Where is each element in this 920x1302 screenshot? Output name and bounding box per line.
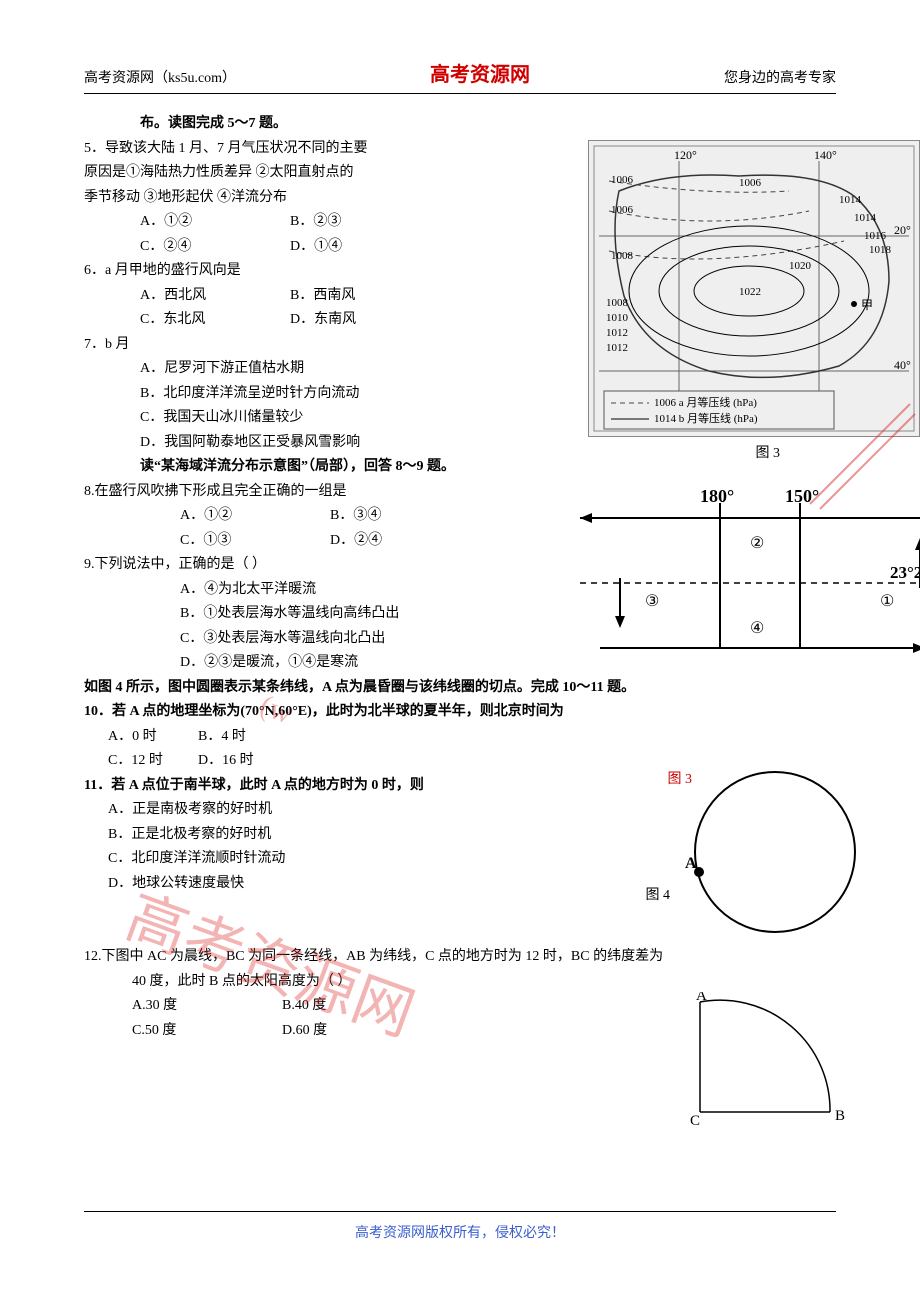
svg-text:1014: 1014: [854, 212, 877, 224]
svg-text:1012: 1012: [606, 342, 628, 354]
svg-text:140°: 140°: [814, 148, 837, 162]
q10-optD: D．16 时: [198, 753, 254, 768]
header-left: 高考资源网（ks5u.com）: [84, 67, 236, 87]
svg-text:A: A: [696, 992, 707, 1004]
q12-optB: B.40 度: [282, 998, 326, 1013]
svg-text:1006 a 月等压线 (hPa): 1006 a 月等压线 (hPa): [654, 395, 757, 409]
svg-text:③: ③: [645, 593, 659, 610]
svg-text:甲: 甲: [861, 298, 873, 312]
q8-optB: B．③④: [330, 508, 381, 523]
footer-text: 高考资源网版权所有，侵权必究！: [355, 1226, 565, 1241]
intro-10-11: 如图 4 所示，图中圆圈表示某条纬线，A 点为晨昏圈与该纬线圈的切点。完成 10…: [84, 676, 836, 701]
svg-text:1006: 1006: [611, 204, 634, 216]
q12-optD: D.60 度: [282, 1023, 327, 1038]
svg-text:20°: 20°: [894, 223, 911, 237]
q5-optA: A．①②: [140, 210, 290, 235]
q8-optC: C．①③: [180, 529, 330, 554]
figure-4-caption: 图 4: [646, 884, 671, 909]
q12-stem-l2: 40 度，此时 B 点的太阳高度为（ ）: [84, 970, 836, 995]
svg-text:1012: 1012: [606, 327, 628, 339]
q10-stem: 10．若 A 点的地理坐标为(70°N,60°E)，此时为北半球的夏半年，则北京…: [84, 700, 836, 725]
svg-text:150°: 150°: [785, 488, 819, 506]
q5-optB: B．②③: [290, 214, 341, 229]
header-center-logo: 高考资源网: [430, 58, 530, 87]
intro-8-9: 读“某海域洋流分布示意图”（局部），回答 8～9 题。: [84, 455, 836, 480]
figure-4-circle: A: [685, 764, 860, 939]
svg-text:①: ①: [880, 593, 894, 610]
intro-5-7: 布。读图完成 5～7 题。: [84, 112, 836, 137]
q6-optA: A．西北风: [140, 284, 290, 309]
svg-text:40°: 40°: [894, 358, 911, 372]
q10-opts-row1: A．0 时B．4 时: [84, 725, 836, 750]
q10-optA: A．0 时: [108, 725, 198, 750]
svg-text:1016: 1016: [864, 230, 887, 242]
svg-text:180°: 180°: [700, 488, 734, 506]
svg-text:②: ②: [750, 535, 764, 552]
q12-stem-l1: 12.下图中 AC 为晨线，BC 为同一条经线，AB 为纬线，C 点的地方时为 …: [84, 945, 836, 970]
figure-ocean-currents: 180° 150° 23°26′ ② ③ ① ④: [570, 488, 920, 658]
page-header: 高考资源网（ks5u.com） 高考资源网 您身边的高考专家: [84, 0, 836, 94]
figure-3-map: 120° 140° 20° 40° 1006 1006 1008 1008 10…: [588, 140, 920, 437]
svg-text:1020: 1020: [789, 260, 812, 272]
svg-text:1006: 1006: [739, 177, 762, 189]
q8-optD: D．②④: [330, 533, 382, 548]
q12-optA: A.30 度: [132, 994, 282, 1019]
q8-optA: A．①②: [180, 504, 330, 529]
svg-text:1018: 1018: [869, 244, 892, 256]
page-content: 120° 140° 20° 40° 1006 1006 1008 1008 10…: [0, 94, 920, 1043]
svg-text:1008: 1008: [611, 250, 634, 262]
q5-optD: D．①④: [290, 239, 342, 254]
q5-optC: C．②④: [140, 235, 290, 260]
svg-text:120°: 120°: [674, 148, 697, 162]
svg-text:1022: 1022: [739, 286, 761, 298]
q12-optC: C.50 度: [132, 1019, 282, 1044]
svg-text:④: ④: [750, 620, 764, 637]
svg-text:B: B: [835, 1108, 845, 1124]
q10-optC: C．12 时: [108, 749, 198, 774]
q6-optC: C．东北风: [140, 308, 290, 333]
svg-text:A: A: [685, 855, 697, 872]
svg-text:1006: 1006: [611, 174, 634, 186]
q6-optD: D．东南风: [290, 312, 356, 327]
q6-optB: B．西南风: [290, 288, 355, 303]
q10-optB: B．4 时: [198, 729, 246, 744]
svg-text:1010: 1010: [606, 312, 629, 324]
svg-text:23°26′: 23°26′: [890, 563, 920, 582]
svg-text:1008: 1008: [606, 297, 629, 309]
svg-text:1014 b 月等压线 (hPa): 1014 b 月等压线 (hPa): [654, 411, 758, 425]
page-footer: 高考资源网版权所有，侵权必究！: [0, 1211, 920, 1242]
figure-3-caption: 图 3: [756, 442, 781, 467]
svg-text:C: C: [690, 1113, 700, 1129]
header-right: 您身边的高考专家: [724, 67, 836, 87]
figure-abc-quarter: A C B: [680, 992, 860, 1132]
svg-text:1014: 1014: [839, 194, 862, 206]
figure-4-extra-caption: 图 3: [668, 768, 693, 793]
